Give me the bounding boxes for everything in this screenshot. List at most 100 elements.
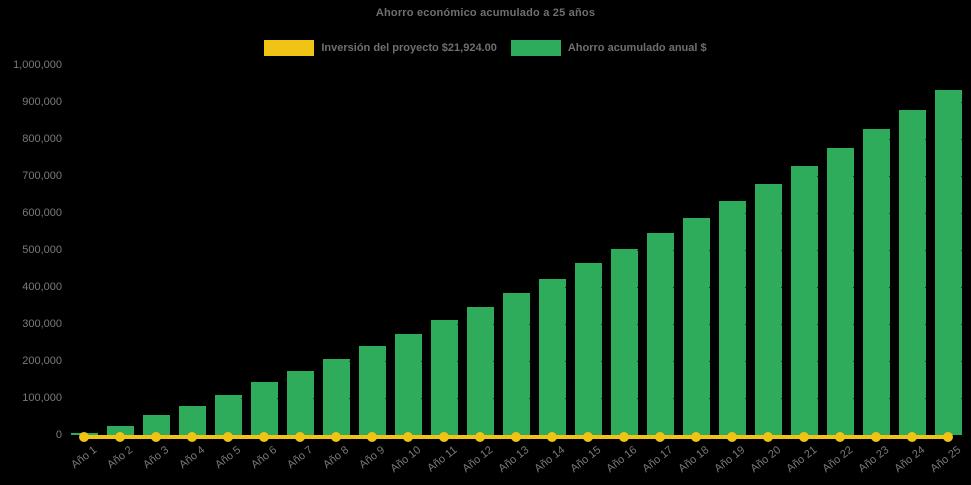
x-axis-tick-label: Año 19 xyxy=(712,444,748,475)
investment-line-marker xyxy=(475,432,485,442)
x-axis-tick-label: Año 22 xyxy=(820,444,856,475)
bar-año-4 xyxy=(178,405,206,435)
x-axis-tick-label: Año 17 xyxy=(640,444,676,475)
investment-line-marker xyxy=(151,432,161,442)
bar-año-5 xyxy=(214,395,242,435)
x-axis-tick-label: Año 5 xyxy=(213,444,244,472)
investment-line-marker xyxy=(439,432,449,442)
x-axis-tick-label: Año 16 xyxy=(604,444,640,475)
x-axis-tick-label: Año 1 xyxy=(69,444,100,472)
bar-año-15 xyxy=(574,263,602,435)
y-axis-tick-label: 200,000 xyxy=(22,355,62,367)
x-axis-tick-label: Año 24 xyxy=(892,444,928,475)
investment-line-marker xyxy=(907,432,917,442)
bar-año-20 xyxy=(754,183,782,435)
investment-line-marker xyxy=(835,432,845,442)
gridline xyxy=(70,361,962,362)
bar-año-19 xyxy=(718,200,746,435)
gridline xyxy=(70,139,962,140)
x-axis-tick-label: Año 9 xyxy=(357,444,388,472)
y-axis-tick-label: 600,000 xyxy=(22,207,62,219)
investment-swatch-icon xyxy=(264,40,315,56)
gridline xyxy=(70,287,962,288)
y-axis-tick-label: 300,000 xyxy=(22,318,62,330)
gridline xyxy=(70,213,962,214)
bar-año-25 xyxy=(934,89,962,435)
x-axis-tick-label: Año 6 xyxy=(249,444,280,472)
bar-año-21 xyxy=(790,165,818,435)
x-axis-tick-label: Año 4 xyxy=(177,444,208,472)
legend: Inversión del proyecto $21,924.00 Ahorro… xyxy=(0,40,971,56)
bar-año-22 xyxy=(826,147,854,435)
y-axis-tick-label: 1,000,000 xyxy=(13,59,62,71)
investment-line-marker xyxy=(619,432,629,442)
x-axis-tick-label: Año 15 xyxy=(568,444,604,475)
y-axis-tick-label: 100,000 xyxy=(22,392,62,404)
x-axis-tick-label: Año 13 xyxy=(496,444,532,475)
x-axis-tick-label: Año 10 xyxy=(388,444,424,475)
investment-line-marker xyxy=(655,432,665,442)
bar-año-3 xyxy=(142,415,170,435)
investment-line-marker xyxy=(223,432,233,442)
investment-line-marker xyxy=(79,432,89,442)
x-axis-tick-label: Año 7 xyxy=(285,444,316,472)
investment-line-marker xyxy=(295,432,305,442)
chart-title: Ahorro económico acumulado a 25 años xyxy=(375,7,596,19)
gridline xyxy=(70,398,962,399)
x-axis-tick-label: Año 25 xyxy=(928,444,964,475)
x-axis-tick-label: Año 14 xyxy=(532,444,568,475)
bar-año-23 xyxy=(862,129,890,435)
legend-label-investment: Inversión del proyecto $21,924.00 xyxy=(321,42,497,54)
legend-item-savings: Ahorro acumulado anual $ xyxy=(510,40,707,56)
x-axis-tick-label: Año 23 xyxy=(856,444,892,475)
legend-label-savings: Ahorro acumulado anual $ xyxy=(567,42,707,54)
investment-line-marker xyxy=(727,432,737,442)
bar-año-24 xyxy=(898,109,926,435)
gridline xyxy=(70,324,962,325)
x-axis-tick-label: Año 3 xyxy=(141,444,172,472)
y-axis-tick-label: 0 xyxy=(55,429,62,441)
bar-año-9 xyxy=(358,346,386,435)
x-axis-tick-label: Año 18 xyxy=(676,444,712,475)
bar-año-2 xyxy=(106,425,134,435)
y-axis-tick-label: 700,000 xyxy=(22,170,62,182)
gridline xyxy=(70,176,962,177)
investment-line-marker xyxy=(331,432,341,442)
bar-año-8 xyxy=(322,359,350,435)
bar-año-6 xyxy=(250,382,278,435)
bar-año-17 xyxy=(646,232,674,435)
investment-line-marker xyxy=(763,432,773,442)
investment-line-marker xyxy=(115,432,125,442)
x-axis-tick-label: Año 12 xyxy=(460,444,496,475)
investment-line-marker xyxy=(367,432,377,442)
gridline xyxy=(70,65,962,66)
x-axis-tick-label: Año 11 xyxy=(425,444,460,475)
savings-swatch-icon xyxy=(510,40,561,56)
bar-año-14 xyxy=(538,279,566,435)
investment-line-marker xyxy=(799,432,809,442)
bar-año-12 xyxy=(466,307,494,435)
bar-año-13 xyxy=(502,292,530,435)
investment-line-marker xyxy=(403,432,413,442)
investment-line-marker xyxy=(259,432,269,442)
legend-item-investment: Inversión del proyecto $21,924.00 xyxy=(264,40,497,56)
gridline xyxy=(70,102,962,103)
y-axis-tick-label: 400,000 xyxy=(22,281,62,293)
y-axis-tick-label: 900,000 xyxy=(22,96,62,108)
bar-año-10 xyxy=(394,334,422,435)
investment-line-marker xyxy=(871,432,881,442)
y-axis-tick-label: 800,000 xyxy=(22,133,62,145)
x-axis-tick-label: Año 2 xyxy=(105,444,136,472)
bar-año-11 xyxy=(430,320,458,435)
x-axis-tick-label: Año 20 xyxy=(748,444,784,475)
investment-line-marker xyxy=(943,432,953,442)
investment-line-marker xyxy=(583,432,593,442)
y-axis-tick-label: 500,000 xyxy=(22,244,62,256)
investment-line-marker xyxy=(691,432,701,442)
investment-line-marker xyxy=(547,432,557,442)
investment-line-marker xyxy=(511,432,521,442)
x-axis-tick-label: Año 8 xyxy=(321,444,352,472)
bar-año-7 xyxy=(286,371,314,435)
